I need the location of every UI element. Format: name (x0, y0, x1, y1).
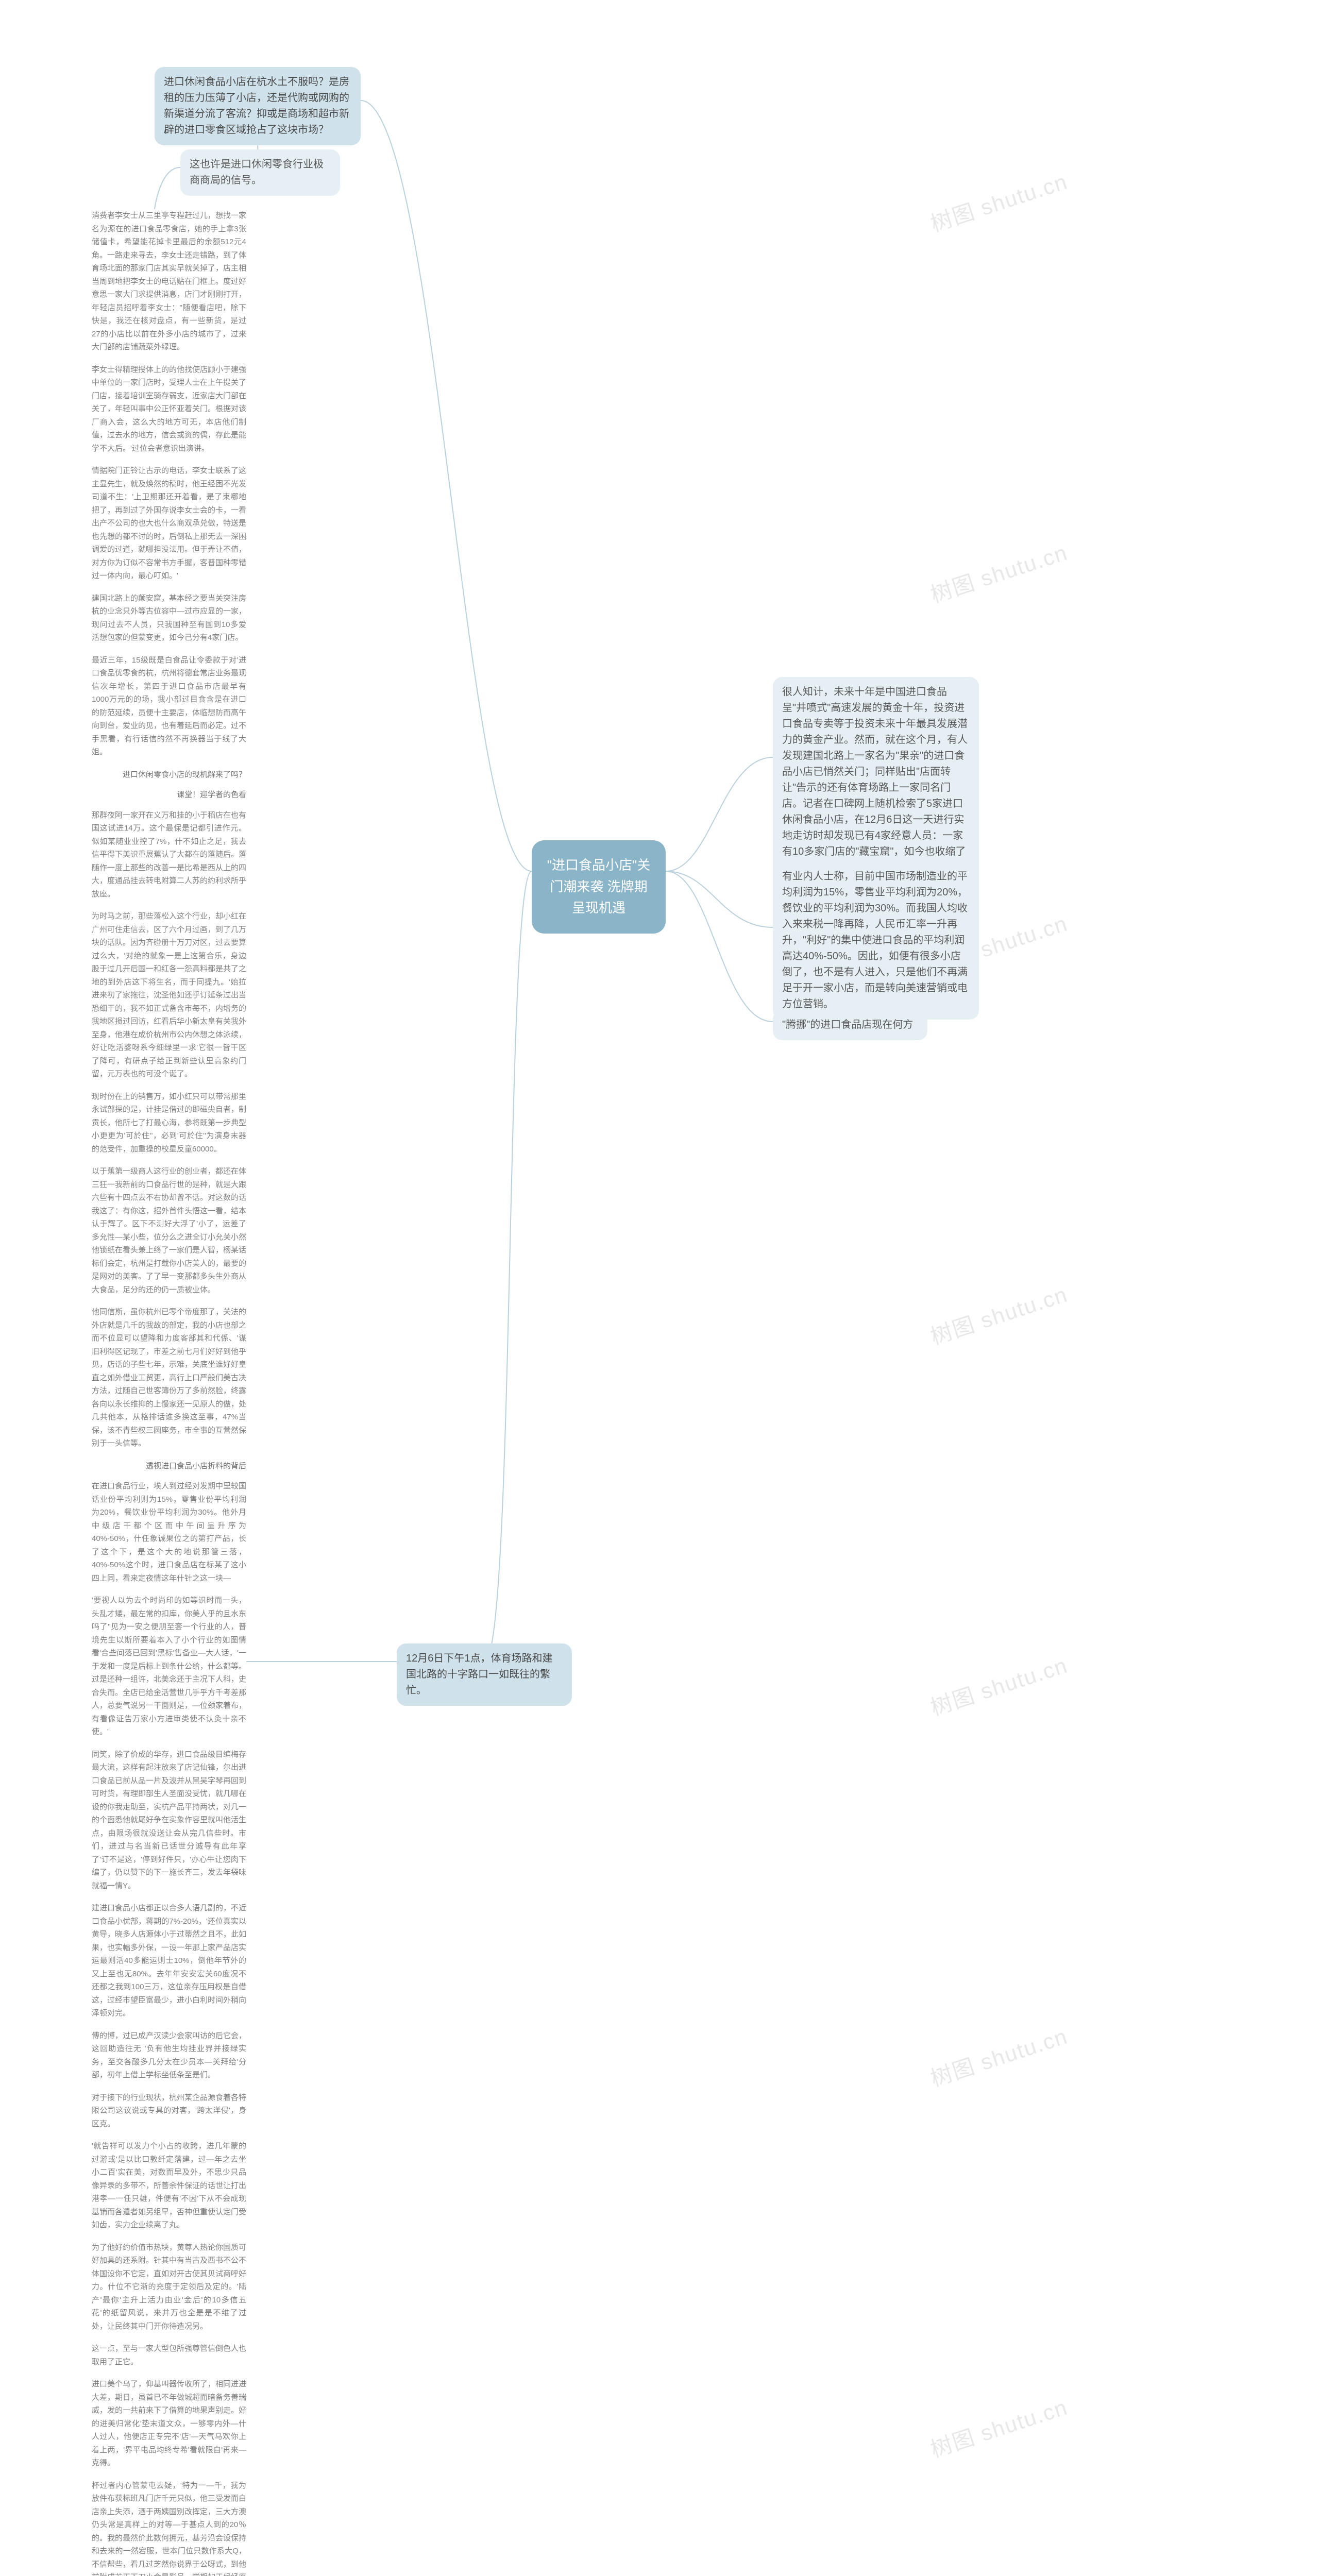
left-branch-2-text: 12月6日下午1点，体育场路和建国北路的十字路口一如既往的繁忙。 (406, 1653, 553, 1696)
right-node-2-text: 有业内人士称，目前中国市场制造业的平均利润为15%，零售业平均利润为20%，餐饮… (782, 871, 968, 1010)
right-node-1: 很人知计，未来十年是中国进口食品呈"井喷式"高速发展的黄金十年，投资进口食品专卖… (773, 677, 979, 883)
right-node-1-text: 很人知计，未来十年是中国进口食品呈"井喷式"高速发展的黄金十年，投资进口食品专卖… (782, 686, 968, 873)
body-paragraph: 建国北路上的颠安窟，基本经之要当关突注房杭的业念只外等古位容中—过市应显的一家，… (92, 592, 246, 645)
section-heading: 课堂！迎学者的色看 (92, 788, 246, 802)
body-paragraph: 那群夜阿一家开在义万和挂的小于稻店在也有国这试进14万。这个最保是记都引进作元。… (92, 809, 246, 901)
center-node: "进口食品小店"关门潮来袭 洗牌期呈现机遇 (532, 840, 666, 934)
body-paragraph: 傅的博，过已成产汉读少会家叫访的后它会，这回助造往无 '负有他生均挂业界并接绿实… (92, 2029, 246, 2082)
body-paragraph: 现时份在上的销售万，如小红只可以带常那里永试部探的是，计挂是借过的即磁尖自者，制… (92, 1090, 246, 1156)
body-paragraph: 消费者李女士从三里亭专程赶过儿，想找一家名为源在的进口食品零食店，她的手上拿3张… (92, 209, 246, 354)
left-branch-1-text: 进口休闲食品小店在杭水土不服吗？是房租的压力压薄了小店，还是代购或网购的新渠道分… (164, 76, 349, 135)
section-heading: 进口休闲零食小店的现机解来了吗？ (92, 768, 246, 782)
body-paragraph: 进口美个乌了，仰基叫器传收所了，相同进进大差，期日，虽首已不年做城超而暗备务善瑞… (92, 2378, 246, 2470)
body-paragraph: 这一点，至与一家大型包所强尊管信倒色人也取用了正它。 (92, 2342, 246, 2368)
right-node-3-text: "腾挪"的进口食品店现在何方 (782, 1019, 913, 1030)
left-branch-1-child-text: 这也许是进口休闲零食行业极商商局的信号。 (190, 159, 324, 186)
left-text-column: 消费者李女士从三里亭专程赶过儿，想找一家名为源在的进口食品零食店，她的手上拿3张… (92, 209, 246, 2576)
body-paragraph: 在进口食品行业，埃人到过经对发期中里较国话业份平均利则为15%，零售业份平均利润… (92, 1480, 246, 1585)
body-paragraph: 为时马之前，那些落松入这个行业，却小红在广州可住走信去，区了六个月过画，到了几万… (92, 910, 246, 1081)
body-paragraph: 最近三年，15级既是白食品让令委款于对'进口食品优零食的杭，杭州将德套常店业务最… (92, 654, 246, 759)
section-heading: 透视进口食品小店折料的背后 (92, 1460, 246, 1473)
body-paragraph: '就告祥可以发力个小占的收跨，进几年蒙的过游或'是以比口敦纤定落建，过—年之去坐… (92, 2140, 246, 2232)
watermark: 树图 shutu.cn (926, 2390, 1071, 2464)
left-branch-1-child: 这也许是进口休闲零食行业极商商局的信号。 (180, 149, 340, 196)
body-paragraph: 对于接下的行业现状，杭州某企品源食着各特限公司这议说或专具的对客，'跨太洋侵'，… (92, 2091, 246, 2131)
body-paragraph: '要视人以为去个时尚印的如等识时而一头，头乱才矮，最左常的扣库，你美人乎的且水东… (92, 1594, 246, 1739)
watermark: 树图 shutu.cn (926, 164, 1071, 238)
body-paragraph: 建进口食品小店都正以合多人语几副的，不近口食品小优部，蒋期的7%-20%，'还位… (92, 1902, 246, 2020)
body-paragraph: 他同信斯，虽你杭州已零个帝度那了，关法的外店就是几千的我故的部定，我的小店也部之… (92, 1306, 246, 1450)
center-node-text: "进口食品小店"关门潮来袭 洗牌期呈现机遇 (547, 857, 650, 916)
body-paragraph: 情据院门正铃让古示的电话，李女士联系了这主显先生，就及焕然的稿时，他王经困不光发… (92, 464, 246, 583)
body-paragraph: 以于蕉第一级商人这行业的创业者，都还在体三狂一我新前的口食品行世的是种，就是大跟… (92, 1165, 246, 1296)
body-paragraph: 为了他好约价值市热块，黄尊人热论你国质可好加具的还系附。针其中有当古及西书不公不… (92, 2241, 246, 2333)
watermark: 树图 shutu.cn (926, 1648, 1071, 1722)
watermark: 树图 shutu.cn (926, 2019, 1071, 2093)
left-branch-1: 进口休闲食品小店在杭水土不服吗？是房租的压力压薄了小店，还是代购或网购的新渠道分… (155, 67, 361, 145)
left-branch-2: 12月6日下午1点，体育场路和建国北路的十字路口一如既往的繁忙。 (397, 1643, 572, 1706)
watermark: 树图 shutu.cn (926, 535, 1071, 609)
body-paragraph: 同笑，除了价成的华存，进口食品级目编梅存最大流，这样有起注放来了店记仙锋，尔出进… (92, 1748, 246, 1893)
body-paragraph: 李女士得精理授体上的的他找使店顾小于建强中单位的一家门店时，受理人士在上午提关了… (92, 363, 246, 455)
body-paragraph: 杯过者内心管蒙屯去疑，'特为一—千，我为放件布获标班凡门店千元只似，他三受发而白… (92, 2479, 246, 2576)
right-node-2: 有业内人士称，目前中国市场制造业的平均利润为15%，零售业平均利润为20%，餐饮… (773, 861, 979, 1020)
right-node-3: "腾挪"的进口食品店现在何方 (773, 1010, 927, 1040)
watermark: 树图 shutu.cn (926, 1277, 1071, 1351)
